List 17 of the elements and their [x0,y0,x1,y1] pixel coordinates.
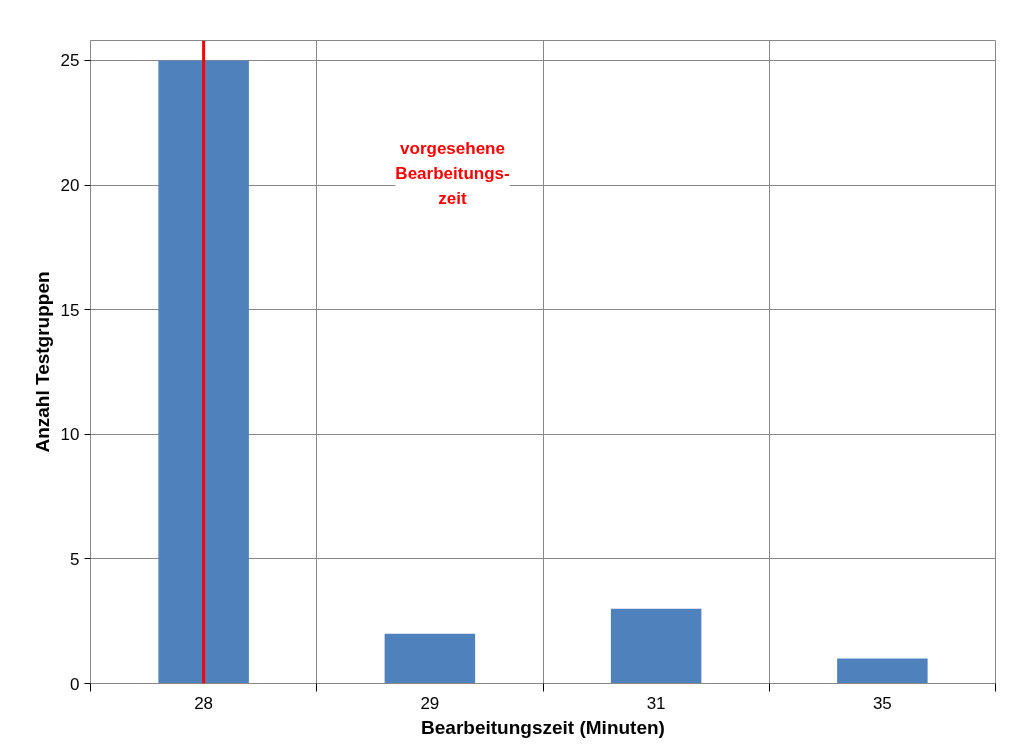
x-tick-label: 29 [420,693,440,713]
y-tick-label: 25 [60,51,80,71]
bar [384,633,476,684]
bar [158,60,249,684]
x-tick-label: 31 [646,693,666,713]
bar [610,608,702,684]
x-tick-label: 28 [194,693,214,713]
y-tick-label: 10 [60,425,80,445]
ref-line-label: vorgesehene Bearbeitungs- zeit [395,139,510,208]
x-axis-title: Bearbeitungszeit (Minuten) [421,716,665,738]
y-axis-title: Anzahl Testgruppen [31,271,53,453]
y-tick-label: 20 [60,176,80,196]
y-tick-label: 0 [70,674,80,694]
y-tick-label: 15 [60,300,80,320]
y-tick-label: 5 [70,549,80,569]
x-tick-label: 35 [872,693,892,713]
bar [837,658,928,684]
